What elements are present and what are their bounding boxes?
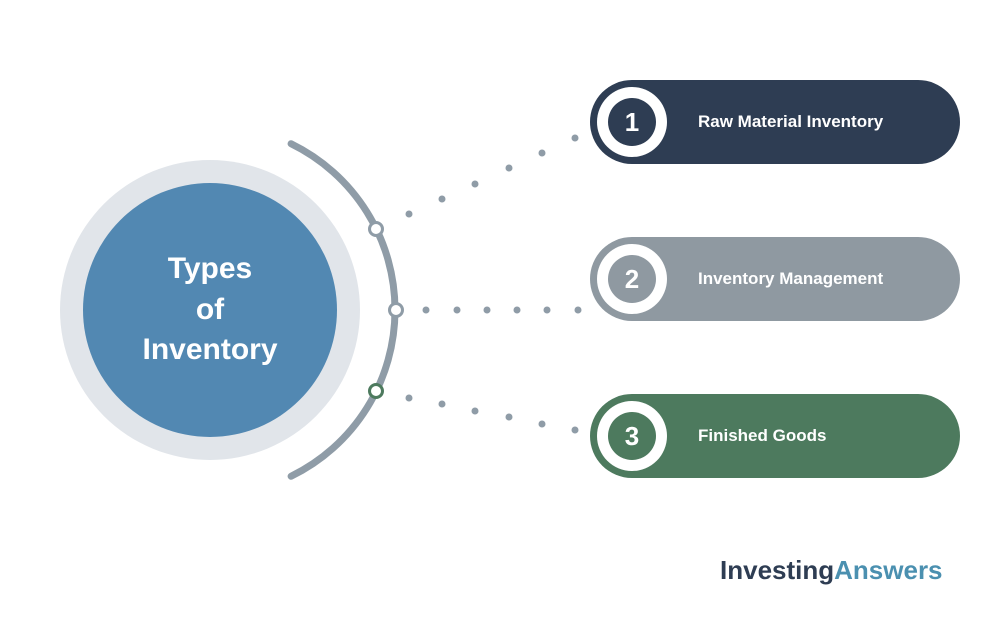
connector-node-3 — [368, 383, 384, 399]
connector-dot — [439, 401, 446, 408]
connector-node-1 — [368, 221, 384, 237]
pill-label: Raw Material Inventory — [698, 112, 883, 132]
connector-dot — [571, 427, 578, 434]
pill-number-ring: 1 — [597, 87, 667, 157]
connector-node-2 — [388, 302, 404, 318]
pill-number-ring: 3 — [597, 401, 667, 471]
connector-dot — [423, 307, 430, 314]
connector-dot — [505, 414, 512, 421]
connector-dot — [571, 135, 578, 142]
connector-dot — [472, 180, 479, 187]
brand-part-1: Investing — [720, 555, 834, 585]
brand-part-2: Answers — [834, 555, 942, 585]
connector-dot — [406, 210, 413, 217]
brand-logo: InvestingAnswers — [720, 555, 943, 586]
pill-item-3: 3 Finished Goods — [590, 394, 960, 478]
pill-number: 1 — [608, 98, 656, 146]
connector-dot — [439, 195, 446, 202]
connector-dot — [514, 307, 521, 314]
connector-dot — [453, 307, 460, 314]
pill-item-1: 1 Raw Material Inventory — [590, 80, 960, 164]
connector-dot — [505, 165, 512, 172]
connector-dot — [483, 307, 490, 314]
pill-number: 2 — [608, 255, 656, 303]
pill-number: 3 — [608, 412, 656, 460]
pill-item-2: 2 Inventory Management — [590, 237, 960, 321]
pill-label: Inventory Management — [698, 269, 883, 289]
connector-dot — [574, 307, 581, 314]
pill-number-ring: 2 — [597, 244, 667, 314]
connector-dot — [544, 307, 551, 314]
connector-dot — [538, 420, 545, 427]
connector-arc — [18, 118, 402, 502]
connector-dot — [406, 394, 413, 401]
pill-label: Finished Goods — [698, 426, 826, 446]
infographic-canvas: TypesofInventory 1Raw Material Inventory… — [0, 0, 1000, 626]
connector-dot — [538, 150, 545, 157]
connector-dot — [472, 407, 479, 414]
